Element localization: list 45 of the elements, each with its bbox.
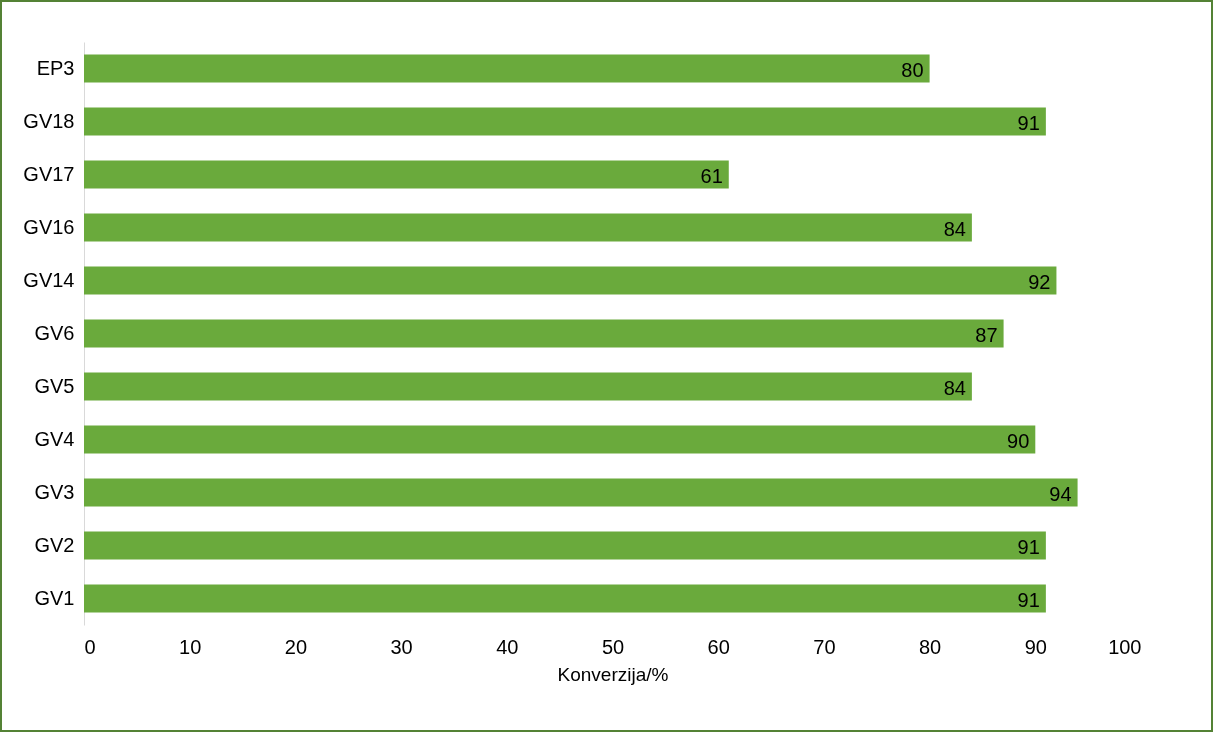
x-tick-label: 100 (1108, 635, 1142, 658)
y-tick-label: GV6 (34, 321, 75, 344)
y-tick-label: EP3 (36, 56, 75, 79)
x-tick-label: 60 (707, 635, 730, 658)
x-axis-title: Konverzija/% (557, 663, 669, 685)
bar (84, 584, 1046, 613)
data-label: 91 (1017, 111, 1040, 134)
y-tick-label: GV3 (34, 480, 75, 503)
data-label: 94 (1049, 482, 1072, 505)
bar (84, 213, 972, 242)
y-tick-label: GV5 (34, 374, 75, 397)
bar (84, 478, 1078, 507)
bar (84, 531, 1046, 560)
data-label: 84 (943, 376, 966, 399)
data-label: 92 (1028, 270, 1051, 293)
data-label: 91 (1017, 588, 1040, 611)
x-tick-label: 90 (1024, 635, 1047, 658)
x-tick-label: 40 (496, 635, 519, 658)
y-tick-label: GV16 (23, 215, 75, 238)
y-tick-label: GV2 (34, 533, 75, 556)
y-tick-label: GV14 (23, 268, 75, 291)
y-tick-label: GV18 (23, 109, 75, 132)
x-tick-label: 50 (601, 635, 625, 658)
x-tick-label: 80 (918, 635, 942, 658)
data-label: 90 (1007, 429, 1030, 452)
x-tick-label: 0 (84, 635, 96, 658)
data-label: 80 (901, 58, 924, 81)
x-tick-label: 30 (390, 635, 413, 658)
data-label: 84 (943, 217, 966, 240)
x-tick-label: 70 (813, 635, 836, 658)
y-tick-label: GV1 (34, 586, 75, 609)
bar (84, 319, 1004, 348)
data-label: 91 (1017, 535, 1040, 558)
bar (84, 107, 1046, 136)
y-tick-label: GV17 (23, 162, 75, 185)
bar (84, 54, 930, 83)
data-label: 61 (700, 164, 723, 187)
bar (84, 425, 1036, 454)
x-tick-label: 10 (179, 635, 202, 658)
bar (84, 160, 729, 189)
data-label: 87 (975, 323, 998, 346)
bar (84, 372, 972, 401)
y-tick-label: GV4 (34, 427, 75, 450)
x-tick-label: 20 (284, 635, 308, 658)
bar (84, 266, 1057, 295)
